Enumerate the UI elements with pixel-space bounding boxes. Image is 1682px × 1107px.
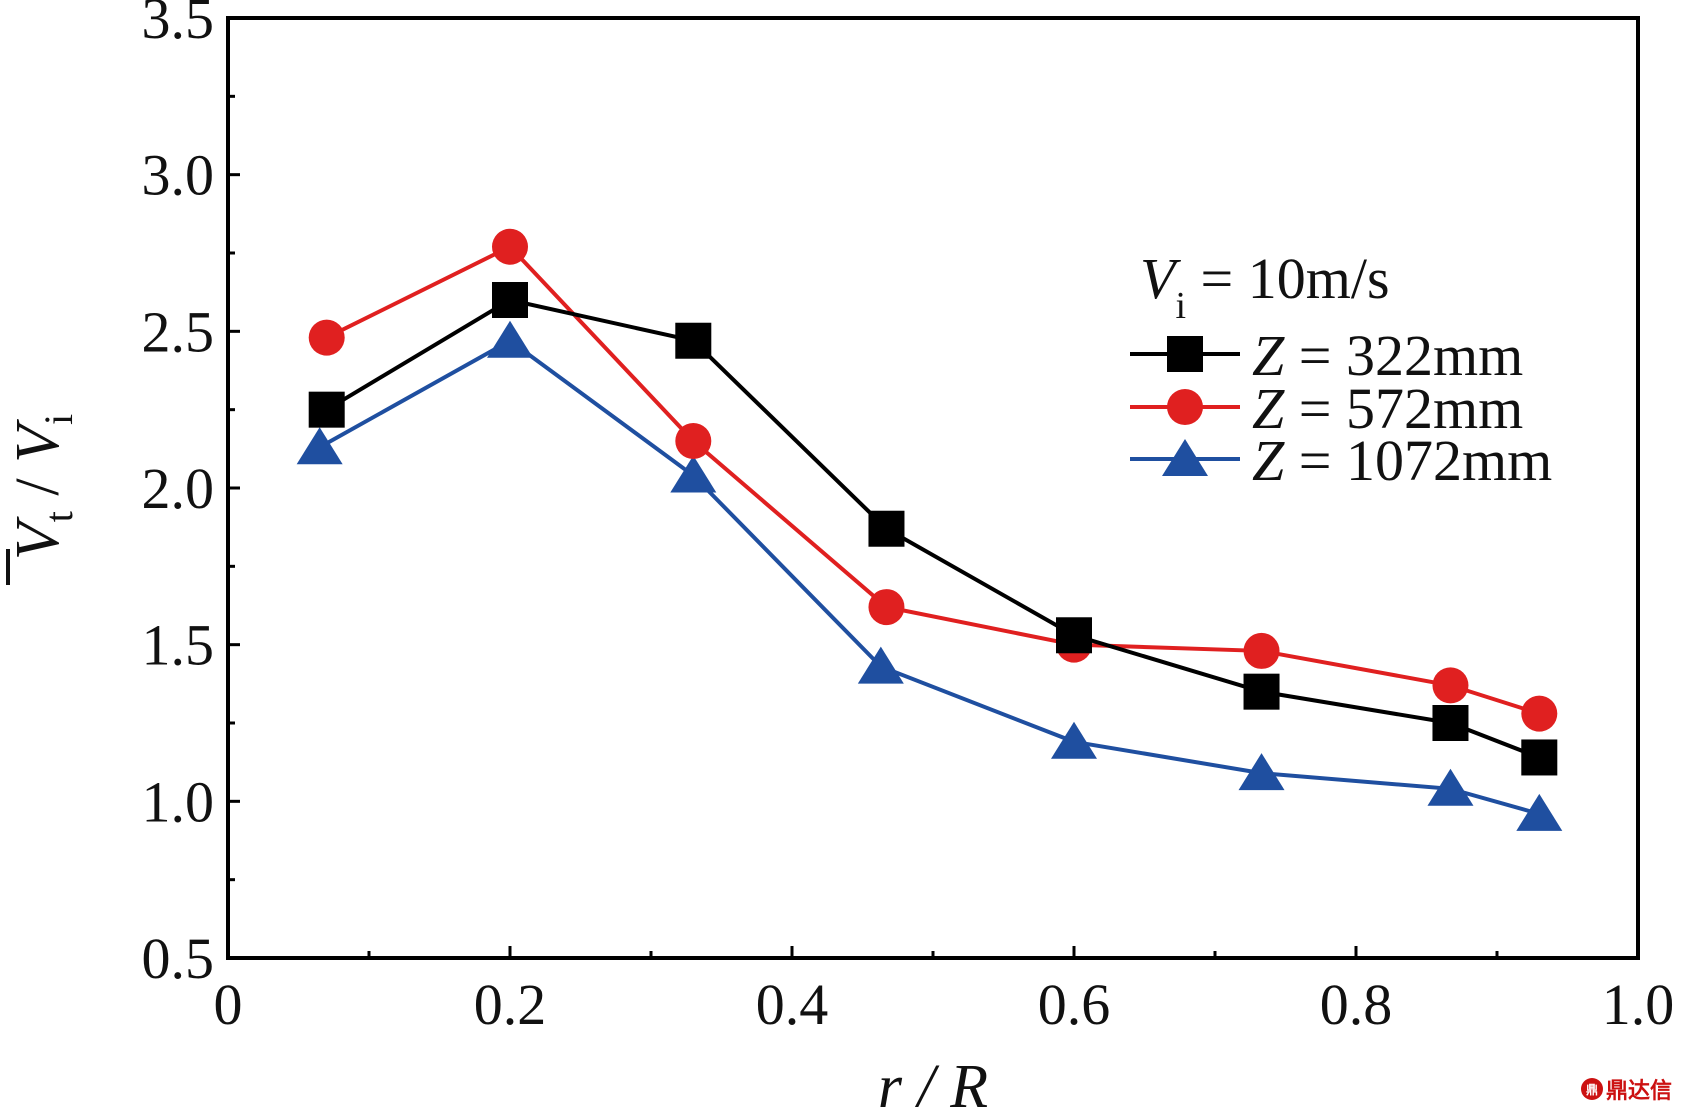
square-marker xyxy=(1056,617,1092,654)
square-marker xyxy=(675,322,712,359)
legend-title-sub: i xyxy=(1175,285,1186,327)
legend-entry-2: Z = 1072mm xyxy=(1130,428,1552,493)
series-markers-1 xyxy=(308,228,1558,732)
y-tick-label: 0.5 xyxy=(142,926,215,991)
legend-entry-0: Z = 322mm xyxy=(1130,323,1523,388)
legend-label: Z = 572mm xyxy=(1252,376,1523,441)
x-tick-label: 0.8 xyxy=(1320,972,1393,1037)
square-marker xyxy=(1243,673,1280,710)
triangle-marker xyxy=(1162,439,1208,476)
series-line-0 xyxy=(325,297,1541,760)
triangle-marker xyxy=(670,455,717,493)
series-line-2 xyxy=(318,338,1540,816)
watermark-logo-icon: 鼎 xyxy=(1580,1078,1603,1100)
x-tick-label: 0 xyxy=(214,972,243,1037)
axis-ticks xyxy=(226,16,1640,960)
triangle-marker xyxy=(1238,753,1285,791)
legend-entry-1: Z = 572mm xyxy=(1130,376,1523,441)
square-marker xyxy=(1167,336,1203,372)
series-markers-2 xyxy=(296,320,1563,831)
y-tick-label: 2.0 xyxy=(142,456,215,521)
x-axis-label: r / R xyxy=(878,1053,988,1107)
circle-marker xyxy=(1521,695,1558,732)
circle-marker xyxy=(1243,632,1280,669)
circle-marker xyxy=(492,228,528,265)
circle-marker xyxy=(1432,667,1469,704)
y-axis-label: Vt / Vi xyxy=(4,414,81,585)
y-tick-label: 1.5 xyxy=(142,613,215,678)
triangle-marker xyxy=(1427,768,1474,806)
x-tick-label: 1.0 xyxy=(1602,972,1675,1037)
y-tick-label: 3.5 xyxy=(142,0,215,51)
legend-title-var: V xyxy=(1140,246,1182,311)
x-tick-label: 0.2 xyxy=(474,972,547,1037)
circle-marker xyxy=(675,423,712,459)
circle-marker xyxy=(868,589,905,626)
circle-marker xyxy=(1167,389,1203,425)
square-marker xyxy=(1432,705,1469,741)
watermark: 鼎 鼎达信 xyxy=(1580,1073,1672,1105)
triangle-marker xyxy=(857,646,904,684)
x-tick-label: 0.4 xyxy=(756,972,829,1037)
y-label-sub-i: i xyxy=(36,414,81,425)
legend-title-text: = 10m/s xyxy=(1186,246,1390,311)
y-tick-label: 2.5 xyxy=(142,299,215,364)
series-layer xyxy=(296,228,1563,831)
legend-title: Vi = 10m/s xyxy=(1140,246,1390,327)
y-tick-label: 3.0 xyxy=(142,143,215,208)
square-marker xyxy=(1521,739,1558,776)
square-marker xyxy=(308,391,345,428)
y-label-slash: / xyxy=(4,463,72,511)
svg-text:Vt / Vi: Vt / Vi xyxy=(4,414,81,560)
y-label-v: V xyxy=(4,516,72,560)
triangle-marker xyxy=(1051,721,1097,759)
x-tick-label: 0.6 xyxy=(1038,972,1111,1037)
square-marker xyxy=(492,282,528,318)
axis-tick-labels: 0 0.2 0.4 0.6 0.8 1.0 0.5 1.0 1.5 2.0 2.5 3.0 3.5 xyxy=(142,0,1675,1037)
triangle-marker xyxy=(1516,793,1563,831)
triangle-marker xyxy=(296,427,343,465)
square-marker xyxy=(868,510,905,547)
series-markers-0 xyxy=(308,282,1558,776)
circle-marker xyxy=(308,319,345,356)
y-tick-label: 1.0 xyxy=(142,769,215,834)
triangle-marker xyxy=(487,320,533,358)
legend-label: Z = 322mm xyxy=(1252,323,1523,388)
legend-label: Z = 1072mm xyxy=(1252,428,1552,493)
watermark-text: 鼎达信 xyxy=(1605,1079,1672,1104)
y-label-sub-t: t xyxy=(36,511,81,522)
y-label-v2: V xyxy=(4,419,72,463)
series-line-1 xyxy=(325,244,1540,716)
